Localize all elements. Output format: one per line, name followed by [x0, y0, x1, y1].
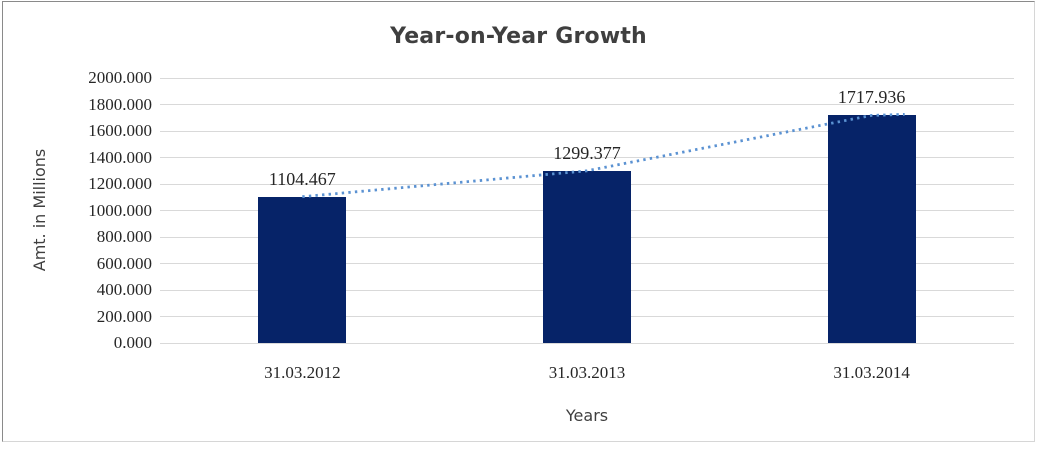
y-tick-label: 1800.000 [88, 94, 152, 114]
y-axis-title: Amt. in Millions [30, 148, 49, 272]
x-tick-label: 31.03.2013 [548, 363, 626, 382]
y-tick-label: 1000.000 [88, 200, 152, 220]
y-tick-label: 1400.000 [88, 147, 152, 167]
gridline [160, 342, 1014, 344]
bar [827, 115, 916, 343]
y-tick-label: 0.000 [113, 333, 152, 352]
y-tick-label: 400.000 [96, 280, 152, 299]
y-tick-label: 200.000 [96, 306, 152, 326]
y-tick-label: 1200.000 [88, 174, 152, 193]
y-tick-label: 1600.000 [88, 121, 152, 140]
x-tick-label: 31.03.2012 [264, 363, 341, 382]
gridline [160, 77, 1014, 79]
bar-data-label: 1299.377 [553, 142, 621, 163]
gridline [160, 104, 1014, 105]
bar [543, 170, 631, 343]
y-tick-label: 800.000 [96, 227, 152, 246]
bar-data-label: 1104.467 [268, 168, 336, 189]
bar [258, 196, 347, 343]
x-axis-title: Years [565, 406, 609, 425]
y-tick-label: 2000.000 [88, 68, 152, 87]
y-tick-label: 600.000 [96, 253, 152, 273]
bar-data-label: 1717.936 [837, 87, 906, 108]
chart-title: Year-on-Year Growth [390, 24, 647, 49]
x-tick-label: 31.03.2014 [833, 363, 910, 382]
